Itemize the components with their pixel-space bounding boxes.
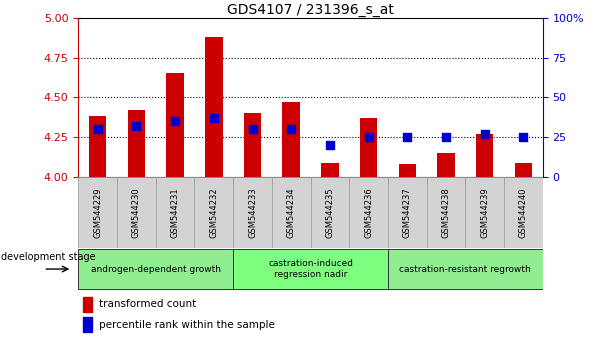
Bar: [388, 177, 427, 248]
Text: GSM544238: GSM544238: [441, 187, 450, 238]
Text: GSM544229: GSM544229: [93, 187, 103, 238]
Text: GSM544236: GSM544236: [364, 187, 373, 238]
Text: GSM544231: GSM544231: [171, 187, 180, 238]
Point: [364, 134, 373, 140]
Bar: [437, 153, 455, 177]
Point: [402, 134, 412, 140]
Bar: [282, 102, 300, 177]
Bar: [388, 249, 543, 289]
Text: GSM544234: GSM544234: [286, 187, 295, 238]
Bar: [399, 164, 416, 177]
Bar: [504, 177, 543, 248]
Bar: [233, 249, 388, 289]
Text: castration-induced
regression nadir: castration-induced regression nadir: [268, 259, 353, 279]
Point: [480, 131, 490, 137]
Bar: [194, 177, 233, 248]
Bar: [514, 163, 532, 177]
Text: GSM544240: GSM544240: [519, 187, 528, 238]
Text: GSM544235: GSM544235: [326, 187, 335, 238]
Bar: [349, 177, 388, 248]
Bar: [78, 177, 117, 248]
Text: GSM544239: GSM544239: [480, 187, 489, 238]
Point: [209, 115, 219, 121]
Bar: [233, 177, 272, 248]
Bar: [156, 177, 194, 248]
Text: transformed count: transformed count: [99, 299, 197, 309]
Point: [325, 142, 335, 148]
Bar: [83, 317, 92, 332]
Bar: [244, 113, 261, 177]
Bar: [128, 110, 145, 177]
Point: [93, 126, 103, 132]
Text: GSM544232: GSM544232: [209, 187, 218, 238]
Bar: [83, 297, 92, 312]
Point: [286, 126, 296, 132]
Bar: [321, 163, 339, 177]
Bar: [166, 73, 184, 177]
Text: GSM544237: GSM544237: [403, 187, 412, 238]
Point: [248, 126, 257, 132]
Point: [131, 123, 141, 129]
Text: GSM544233: GSM544233: [248, 187, 257, 238]
Text: GSM544230: GSM544230: [132, 187, 141, 238]
Bar: [360, 118, 377, 177]
Text: development stage: development stage: [1, 252, 95, 262]
Bar: [476, 134, 493, 177]
Bar: [311, 177, 349, 248]
Point: [519, 134, 528, 140]
Bar: [78, 249, 233, 289]
Bar: [427, 177, 466, 248]
Text: androgen-dependent growth: androgen-dependent growth: [91, 264, 221, 274]
Title: GDS4107 / 231396_s_at: GDS4107 / 231396_s_at: [227, 3, 394, 17]
Text: percentile rank within the sample: percentile rank within the sample: [99, 320, 275, 330]
Point: [170, 118, 180, 124]
Bar: [89, 116, 107, 177]
Bar: [466, 177, 504, 248]
Bar: [272, 177, 311, 248]
Text: castration-resistant regrowth: castration-resistant regrowth: [399, 264, 531, 274]
Bar: [117, 177, 156, 248]
Point: [441, 134, 451, 140]
Bar: [205, 37, 223, 177]
